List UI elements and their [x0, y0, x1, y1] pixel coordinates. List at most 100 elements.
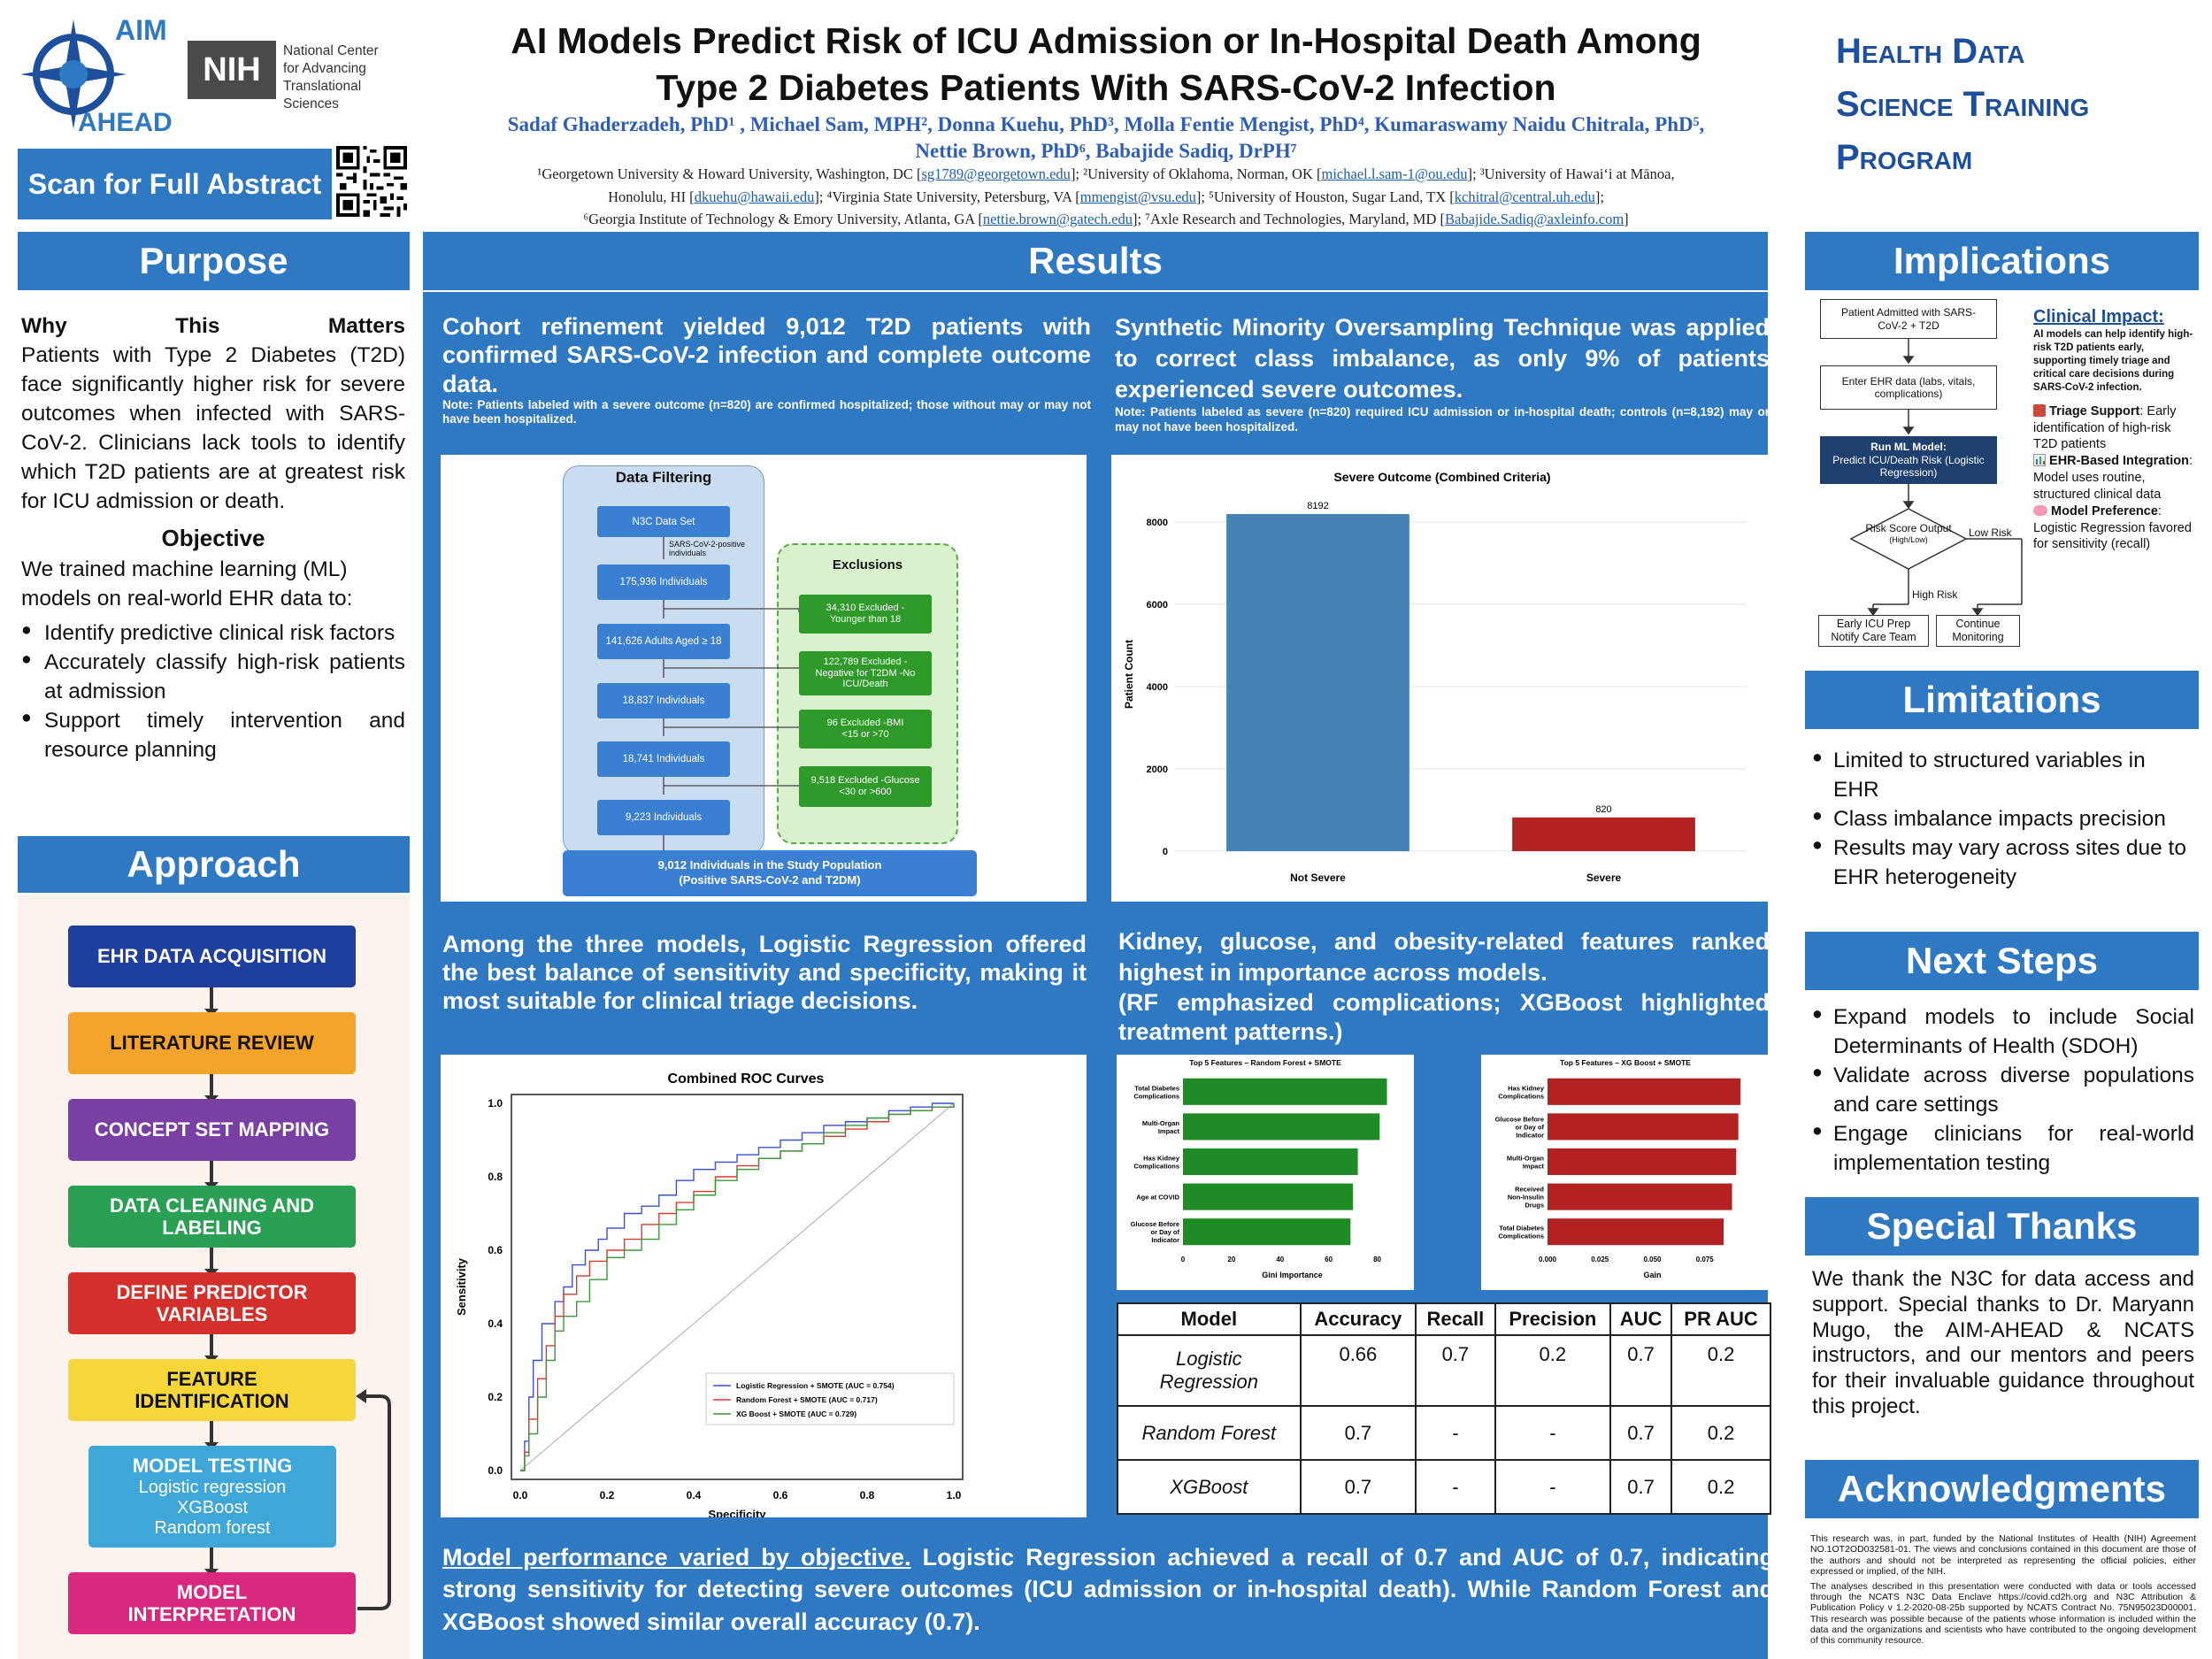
feature-label: Has Kidney Complications — [1498, 1084, 1545, 1100]
feature-bar — [1183, 1113, 1380, 1141]
purpose-body: Why This Matters Patients with Type 2 Di… — [21, 311, 405, 764]
x-tick-label: 0.4 — [687, 1489, 702, 1502]
feature-bar — [1183, 1183, 1354, 1210]
cohort-headline-block: Cohort refinement yielded 9,012 T2D pati… — [442, 312, 1091, 427]
exclusion-box: 34,310 Excluded -Younger than 18 — [799, 595, 932, 634]
email-link-3[interactable]: dkuehu@hawaii.edu — [694, 188, 815, 205]
y-tick-label: 4000 — [1147, 682, 1168, 693]
feature-label: Total Diabetes Complications — [1133, 1084, 1179, 1100]
roc-line — [520, 1103, 955, 1471]
logo-nih: NIH National Center for Advancing Transl… — [188, 41, 418, 111]
feature-label: Multi-Organ Impact — [1507, 1155, 1545, 1171]
xgb-features-chart: Top 5 Features – XG Boost + SMOTE Has Kid… — [1481, 1055, 1770, 1290]
limitation-item: Results may vary across sites due to EHR… — [1812, 833, 2194, 892]
objective-text: We trained machine learning (ML) models … — [21, 557, 353, 611]
qr-code[interactable] — [336, 146, 407, 217]
bar-value-label: 8192 — [1307, 501, 1328, 511]
flow-icu-prep: Early ICU Prep Notify Care Team — [1818, 615, 1929, 647]
x-tick-label: 0.025 — [1591, 1256, 1609, 1263]
email-link-2[interactable]: michael.l.sam-1@ou.edu — [1321, 165, 1468, 182]
objective-item: Accurately classify high-risk patients a… — [21, 648, 405, 706]
objective-item: Identify predictive clinical risk factor… — [21, 618, 405, 648]
legend-label: XG Boost + SMOTE (AUC = 0.729) — [736, 1409, 856, 1418]
email-link-6[interactable]: nettie.brown@gatech.edu — [982, 211, 1133, 228]
step-ehr-acquisition: EHR DATA ACQUISITION — [68, 926, 356, 987]
results-summary: Model performance varied by objective. L… — [442, 1541, 1774, 1638]
side-note: SARS-CoV-2-positive individuals — [669, 540, 746, 557]
exclusion-box: 9,518 Excluded -Glucose <30 or >600 — [799, 766, 932, 807]
email-link-1[interactable]: sg1789@georgetown.edu — [921, 165, 1071, 182]
objective-list: Identify predictive clinical risk factor… — [21, 618, 405, 764]
models-headline-block: Among the three models, Logistic Regress… — [442, 931, 1087, 1016]
program-name: Health Data Science Training Program — [1836, 32, 2090, 177]
email-link-4[interactable]: mmengist@vsu.edu — [1079, 188, 1196, 205]
severe-outcome-svg: Severe Outcome (Combined Criteria) 0 2000 4… — [1123, 470, 1747, 884]
roc-line — [520, 1103, 955, 1471]
summary-link[interactable]: Model performance varied by objective. — [442, 1544, 911, 1571]
x-tick-label: 0.000 — [1539, 1256, 1557, 1263]
limitations-heading: Limitations — [1805, 671, 2199, 729]
exclusions-title: Exclusions — [832, 557, 903, 572]
flow-arrow — [204, 987, 219, 1017]
feature-label: Age at COVID — [1136, 1194, 1179, 1202]
x-tick-label: 80 — [1373, 1256, 1381, 1263]
authors-line2: Nettie Brown, PhD⁶, Babajide Sadiq, DrPH… — [915, 139, 1297, 162]
feature-label: Has Kidney Complications — [1133, 1155, 1180, 1171]
feature-label: Glucose Before or Day of Indicator — [1495, 1115, 1545, 1139]
y-tick-label: 0.6 — [488, 1244, 503, 1256]
nih-line3: Translational Sciences — [283, 79, 362, 112]
table-row: XGBoost 0.7 - - 0.7 0.2 — [1117, 1459, 1771, 1515]
smote-headline: Synthetic Minority Oversampling Techniqu… — [1115, 314, 1770, 403]
features-headline: Kidney, glucose, and obesity-related fea… — [1118, 928, 1770, 987]
next-step-item: Expand models to include Social Determin… — [1812, 1002, 2194, 1061]
filter-stage: 141,626 Adults Aged ≥ 18 — [597, 624, 730, 659]
flow-arrow — [204, 1248, 219, 1277]
flow-arrow — [204, 1334, 219, 1363]
rf-features-chart: Top 5 Features – Random Forest + SMOTE To… — [1117, 1055, 1414, 1290]
nih-badge: NIH — [188, 41, 276, 99]
flow-risk-output: Risk Score Output (High/Low) — [1865, 522, 1952, 544]
email-link-7[interactable]: Babajide.Sadiq@axleinfo.com — [1445, 211, 1624, 228]
y-tick-label: 0.8 — [488, 1171, 503, 1183]
table-row: Logistic Regression 0.66 0.7 0.2 0.7 0.2 — [1117, 1334, 1771, 1407]
objective-title: Objective — [161, 525, 265, 552]
objective-item: Support timely intervention and resource… — [21, 706, 405, 764]
purpose-heading: Purpose — [18, 232, 410, 290]
models-headline: Among the three models, Logistic Regress… — [442, 931, 1087, 1014]
authors: Sadaf Ghaderzadeh, PhD¹ , Michael Sam, M… — [416, 111, 1796, 165]
triage-icon — [2033, 403, 2046, 417]
feature-bar — [1183, 1218, 1351, 1246]
x-tick-label: 0.8 — [860, 1489, 875, 1502]
y-tick-label: 6000 — [1147, 600, 1168, 611]
filter-stage: 18,837 Individuals — [597, 683, 730, 718]
why-text: Patients with Type 2 Diabetes (T2D) face… — [21, 343, 405, 514]
limitation-item: Limited to structured variables in EHR — [1812, 746, 2194, 804]
thanks-heading: Special Thanks — [1805, 1197, 2199, 1256]
chart-icon — [2033, 454, 2046, 467]
data-filtering-diagram: Data Filtering Exclusions SARS-CoV-2-pos… — [441, 455, 1087, 902]
y-tick-label: 0.2 — [488, 1391, 503, 1403]
y-tick-label: 0 — [1163, 847, 1168, 857]
filtering-connectors — [663, 537, 800, 850]
x-tick-label: 0.050 — [1643, 1256, 1662, 1263]
x-tick-label: 0.2 — [600, 1489, 615, 1502]
col-header: AUC — [1609, 1302, 1673, 1336]
ack-p1: This research was, in part, funded by th… — [1810, 1533, 2196, 1578]
chart-title: Top 5 Features – XG Boost + SMOTE — [1560, 1058, 1691, 1067]
scan-abstract-banner[interactable]: Scan for Full Abstract — [18, 149, 332, 219]
diagonal-reference — [519, 1102, 955, 1471]
step-define-predictors: DEFINE PREDICTOR VARIABLES — [68, 1272, 356, 1334]
next-step-item: Validate across diverse populations and … — [1812, 1061, 2194, 1119]
flow-arrow — [204, 1548, 219, 1577]
x-tick-label: 0.6 — [773, 1489, 788, 1502]
x-tick-label: 60 — [1325, 1256, 1333, 1263]
features-sub: (RF emphasized complications; XGBoost hi… — [1118, 989, 1770, 1045]
feature-label: Multi-Organ Impact — [1142, 1119, 1180, 1135]
nih-line2: for Advancing — [283, 61, 366, 77]
chart-title: Combined ROC Curves — [668, 1071, 825, 1087]
email-link-5[interactable]: kchitral@central.uh.edu — [1454, 188, 1595, 205]
flow-high-risk: High Risk — [1912, 588, 1958, 601]
poster-title: AI Models Predict Risk of ICU Admission … — [416, 18, 1796, 112]
feature-bar — [1548, 1078, 1741, 1105]
rf-features-svg: Top 5 Features – Random Forest + SMOTE To… — [1131, 1058, 1387, 1279]
